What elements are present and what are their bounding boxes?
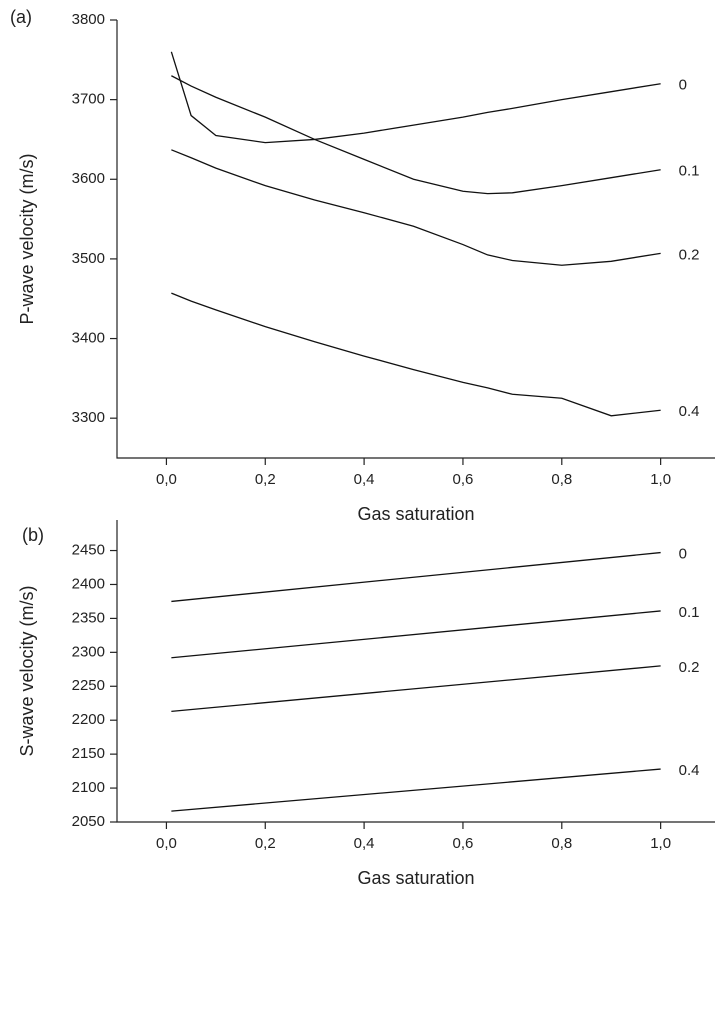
- y-tick-label: 2250: [72, 677, 105, 694]
- y-axis-title: P-wave velocity (m/s): [17, 153, 37, 324]
- y-tick-label: 3300: [72, 409, 105, 426]
- y-tick-label: 2200: [72, 711, 105, 728]
- axes: [116, 20, 715, 459]
- series-line: [171, 665, 661, 713]
- x-tick-label: 0,8: [551, 835, 572, 852]
- y-tick-label: 2400: [72, 575, 105, 592]
- y-axis-title: S-wave velocity (m/s): [17, 585, 37, 756]
- x-axis-title: Gas saturation: [357, 868, 474, 888]
- series-line: [171, 75, 661, 195]
- x-tick-label: 1,0: [650, 471, 671, 488]
- series-line: [171, 292, 661, 417]
- x-axis-title: Gas saturation: [357, 504, 474, 524]
- y-tick-label: 3600: [72, 170, 105, 187]
- panel-label: (b): [22, 525, 44, 545]
- series-line: [171, 768, 661, 812]
- series-line: [171, 551, 661, 603]
- x-tick-label: 0,0: [156, 835, 177, 852]
- x-tick-label: 0,0: [156, 471, 177, 488]
- y-tick-label: 2300: [72, 643, 105, 660]
- x-tick-label: 0,4: [354, 471, 375, 488]
- x-tick-label: 0,8: [551, 471, 572, 488]
- y-tick-label: 2050: [72, 813, 105, 830]
- x-tick-label: 0,6: [453, 835, 474, 852]
- panel-label: (a): [10, 7, 32, 27]
- series-line: [171, 149, 661, 266]
- y-tick-label: 3500: [72, 250, 105, 267]
- series-label: 0.4: [679, 762, 700, 779]
- series-line: [171, 610, 661, 659]
- series-label: 0.1: [679, 604, 700, 621]
- y-tick-label: 3800: [72, 11, 105, 28]
- y-tick-label: 3700: [72, 91, 105, 108]
- x-tick-label: 0,6: [453, 471, 474, 488]
- series-label: 0: [679, 77, 687, 94]
- y-tick-label: 2450: [72, 542, 105, 559]
- y-tick-label: 2150: [72, 745, 105, 762]
- y-tick-label: 3400: [72, 330, 105, 347]
- x-tick-label: 1,0: [650, 835, 671, 852]
- x-tick-label: 0,2: [255, 471, 276, 488]
- axes: [116, 520, 715, 823]
- y-tick-label: 2350: [72, 609, 105, 626]
- series-label: 0.4: [679, 403, 700, 420]
- y-tick-label: 2100: [72, 779, 105, 796]
- x-tick-label: 0,2: [255, 835, 276, 852]
- series-line: [170, 51, 661, 144]
- series-label: 0.2: [679, 246, 700, 263]
- x-tick-label: 0,4: [354, 835, 375, 852]
- series-label: 0.1: [679, 163, 700, 180]
- series-label: 0: [679, 546, 687, 563]
- series-label: 0.2: [679, 659, 700, 676]
